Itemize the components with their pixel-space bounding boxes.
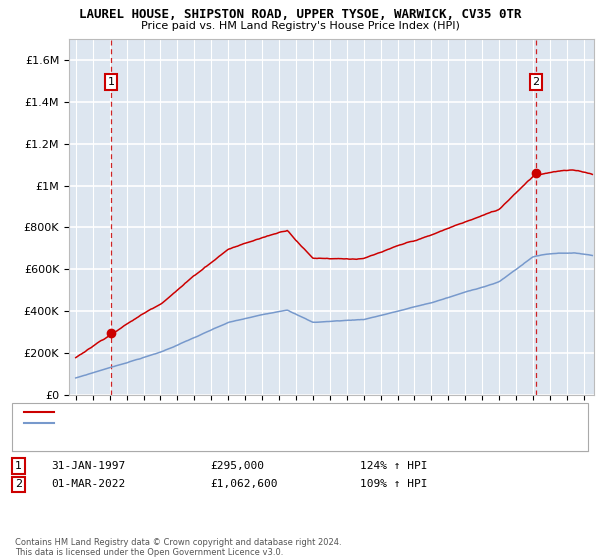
Text: LAUREL HOUSE, SHIPSTON ROAD, UPPER TYSOE, WARWICK, CV35 0TR (detached house): LAUREL HOUSE, SHIPSTON ROAD, UPPER TYSOE… xyxy=(60,407,493,417)
Text: 2: 2 xyxy=(532,77,539,87)
Text: Price paid vs. HM Land Registry's House Price Index (HPI): Price paid vs. HM Land Registry's House … xyxy=(140,21,460,31)
Text: 2: 2 xyxy=(15,479,22,489)
Text: 31-JAN-1997: 31-JAN-1997 xyxy=(51,461,125,471)
Text: 1: 1 xyxy=(15,461,22,471)
Text: 01-MAR-2022: 01-MAR-2022 xyxy=(51,479,125,489)
Text: Contains HM Land Registry data © Crown copyright and database right 2024.
This d: Contains HM Land Registry data © Crown c… xyxy=(15,538,341,557)
Text: 124% ↑ HPI: 124% ↑ HPI xyxy=(360,461,427,471)
Text: LAUREL HOUSE, SHIPSTON ROAD, UPPER TYSOE, WARWICK, CV35 0TR: LAUREL HOUSE, SHIPSTON ROAD, UPPER TYSOE… xyxy=(79,8,521,21)
Text: £295,000: £295,000 xyxy=(210,461,264,471)
Text: £1,062,600: £1,062,600 xyxy=(210,479,277,489)
Text: 1: 1 xyxy=(107,77,115,87)
Text: 109% ↑ HPI: 109% ↑ HPI xyxy=(360,479,427,489)
Text: HPI: Average price, detached house, Stratford-on-Avon: HPI: Average price, detached house, Stra… xyxy=(60,418,327,428)
